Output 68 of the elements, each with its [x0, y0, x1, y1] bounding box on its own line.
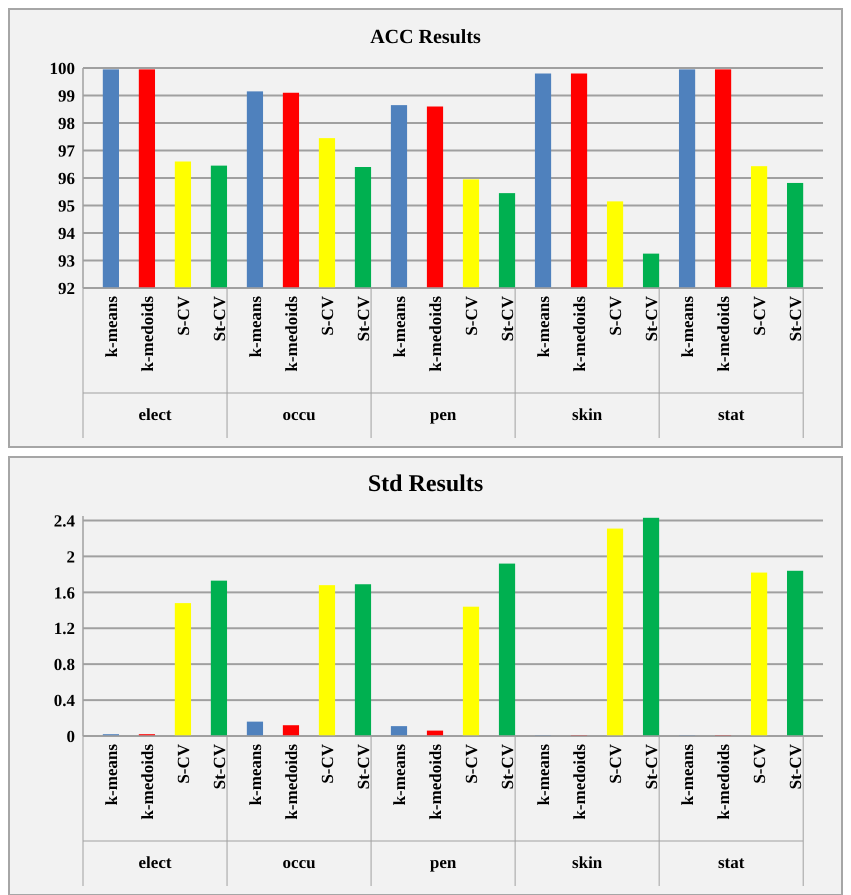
x-tick-label: St-CV [354, 295, 373, 342]
x-tick-label: St-CV [786, 743, 806, 790]
y-tick-label: 92 [58, 278, 75, 298]
text: occu [282, 853, 316, 872]
text: pen [430, 853, 457, 872]
chart-title: Std Results [368, 471, 484, 497]
y-tick-label: 1.2 [54, 619, 75, 638]
y-tick-label: 100 [50, 58, 75, 78]
y-tick-label: 0 [66, 726, 75, 746]
x-tick-label: k-medoids [570, 296, 589, 372]
text: elect [138, 405, 172, 424]
y-tick-label: 93 [58, 251, 75, 270]
x-tick-label: S-CV [174, 295, 193, 336]
x-tick-label: k-means [534, 296, 553, 358]
x-tick-label: k-medoids [138, 296, 157, 372]
x-tick-label: k-medoids [282, 296, 301, 372]
x-tick-label: k-medoids [426, 296, 445, 372]
y-tick-label: 99 [58, 86, 75, 106]
text: skin [572, 853, 603, 872]
x-tick-label: S-CV [606, 295, 625, 336]
x-tick-label: St-CV [210, 743, 229, 790]
y-tick-label: 97 [58, 141, 76, 160]
x-tick-label: k-means [678, 744, 698, 806]
text: stat [718, 405, 745, 424]
x-tick-label: S-CV [606, 743, 625, 784]
x-tick-label: St-CV [786, 295, 806, 342]
text: stat [718, 853, 745, 872]
y-tick-label: 0.4 [54, 691, 76, 710]
y-tick-label: 2 [66, 547, 75, 566]
y-tick-label: 95 [58, 196, 75, 216]
x-tick-label: k-medoids [426, 744, 445, 820]
y-tick-label: 0.8 [54, 655, 75, 674]
x-tick-label: S-CV [750, 743, 770, 784]
x-tick-label: k-means [246, 296, 265, 358]
x-tick-label: k-medoids [570, 744, 589, 820]
text: skin [572, 405, 603, 424]
x-tick-label: k-medoids [714, 744, 734, 820]
x-tick-label: S-CV [318, 295, 337, 336]
x-tick-label: k-medoids [714, 296, 734, 372]
y-tick-label: 2.4 [54, 511, 76, 530]
x-tick-label: k-means [390, 744, 409, 806]
text: occu [282, 405, 316, 424]
x-tick-label: S-CV [750, 295, 770, 336]
chart-title: ACC Results [370, 26, 481, 48]
x-tick-label: S-CV [462, 743, 481, 784]
x-tick-label: St-CV [210, 295, 229, 342]
x-tick-label: St-CV [354, 743, 373, 790]
text: elect [138, 853, 172, 872]
x-tick-label: k-means [246, 744, 265, 806]
x-tick-label: k-means [102, 744, 121, 806]
x-tick-label: k-medoids [282, 744, 301, 820]
x-tick-label: S-CV [174, 743, 193, 784]
x-tick-label: k-means [390, 296, 409, 358]
y-tick-label: 98 [58, 114, 75, 133]
y-tick-label: 96 [58, 168, 75, 188]
x-tick-label: S-CV [318, 743, 337, 784]
y-tick-label: 1.6 [54, 583, 75, 602]
x-tick-label: k-means [678, 296, 698, 358]
text: pen [430, 405, 457, 424]
x-tick-label: St-CV [642, 743, 662, 790]
x-tick-label: k-means [102, 296, 121, 358]
x-tick-label: k-means [534, 744, 553, 806]
x-tick-label: St-CV [498, 295, 517, 342]
x-tick-label: k-medoids [138, 744, 157, 820]
x-tick-label: St-CV [642, 295, 662, 342]
y-tick-label: 94 [58, 224, 76, 243]
x-tick-label: S-CV [462, 295, 481, 336]
x-tick-label: St-CV [498, 743, 517, 790]
